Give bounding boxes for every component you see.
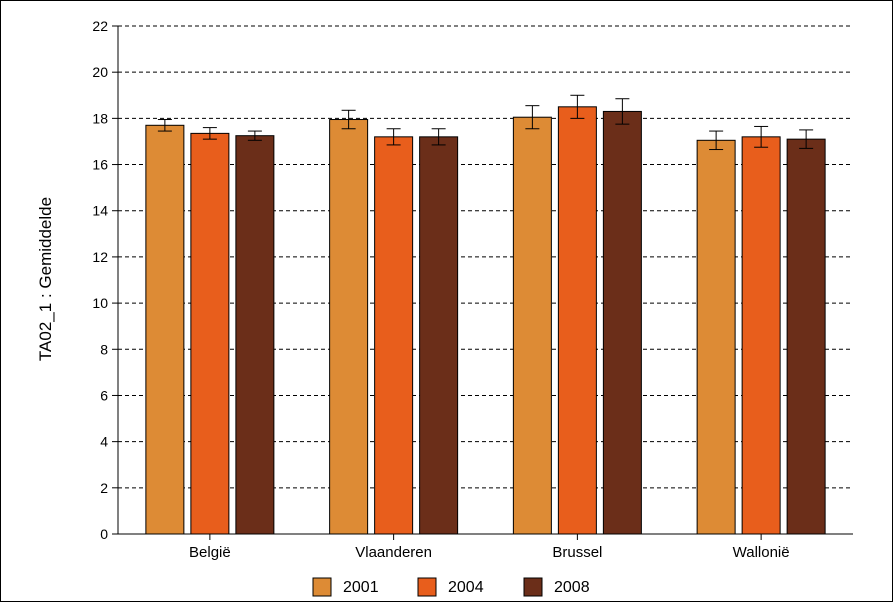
legend: 2001 2004 2008: [312, 577, 590, 597]
legend-swatch: [417, 577, 437, 597]
y-tick-label: 18: [92, 110, 108, 126]
bar: [374, 136, 414, 535]
legend-swatch: [523, 577, 543, 597]
error-bars: [157, 94, 814, 151]
x-tick-label: Brussel: [552, 544, 602, 561]
legend-label: 2001: [343, 579, 379, 596]
axes: [112, 25, 853, 540]
y-tick-label: 2: [100, 480, 108, 496]
bars: [145, 106, 826, 535]
y-axis-label: TA02_1 : Gemiddelde: [36, 197, 55, 361]
legend-label: 2004: [448, 579, 484, 596]
x-tick-label: Wallonië: [733, 544, 790, 561]
bar: [145, 124, 185, 535]
y-tick-label: 8: [100, 341, 108, 357]
x-tick-label: België: [189, 544, 231, 561]
y-tick-label: 12: [92, 249, 108, 265]
bar: [329, 119, 369, 535]
bar: [190, 132, 230, 535]
bar: [786, 138, 826, 535]
legend-label: 2008: [554, 579, 590, 596]
bar: [512, 116, 552, 535]
y-tick-label: 14: [92, 203, 108, 219]
y-tick-label: 22: [92, 18, 108, 34]
y-tick-labels: 0 2 4 6 8 10 12 14 16 18 20 22: [92, 18, 108, 542]
y-tick-label: 20: [92, 64, 108, 80]
legend-swatch: [312, 577, 332, 597]
x-tick-labels: België Vlaanderen Brussel Wallonië: [189, 544, 790, 561]
bar: [602, 110, 642, 535]
y-tick-label: 0: [100, 526, 108, 542]
bar: [235, 135, 275, 535]
y-tick-label: 4: [100, 434, 108, 450]
bar: [419, 136, 459, 535]
x-tick-label: Vlaanderen: [355, 544, 432, 561]
y-tick-label: 10: [92, 295, 108, 311]
y-tick-label: 16: [92, 157, 108, 173]
bar: [696, 139, 736, 535]
y-tick-label: 6: [100, 387, 108, 403]
bar: [557, 106, 597, 535]
bar: [741, 136, 781, 535]
